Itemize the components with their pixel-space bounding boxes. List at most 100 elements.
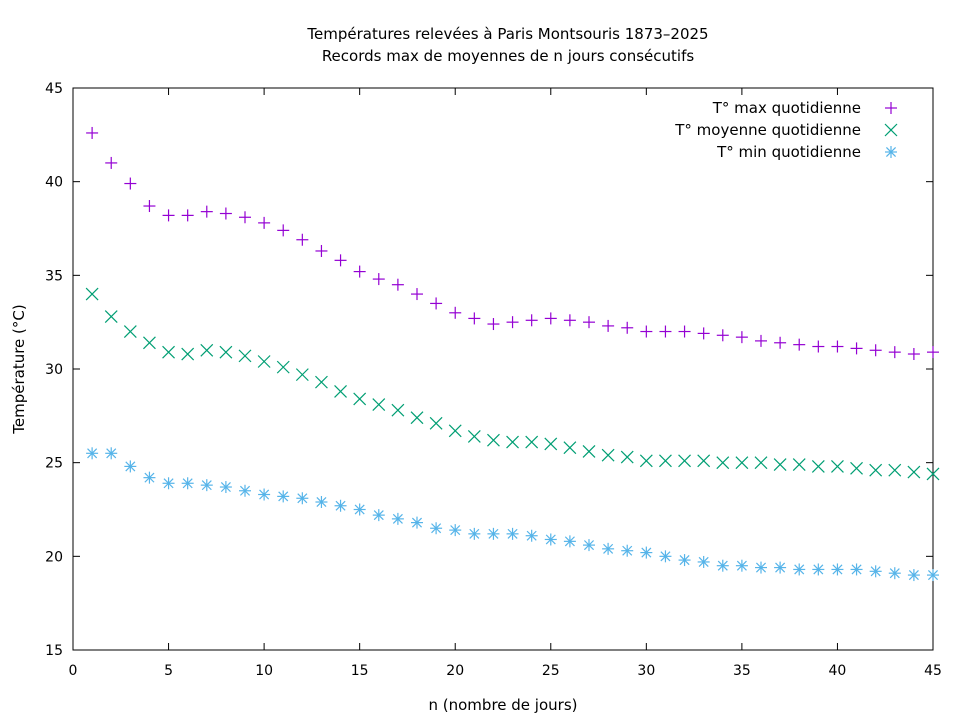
data-point	[239, 211, 251, 224]
data-point	[850, 342, 863, 355]
data-point	[296, 492, 309, 505]
data-points	[85, 126, 940, 582]
data-point	[869, 344, 882, 357]
data-point	[257, 355, 271, 368]
data-point	[487, 433, 500, 447]
data-point	[774, 561, 787, 574]
data-point	[907, 569, 920, 582]
data-point	[735, 559, 748, 572]
data-point	[774, 336, 787, 349]
data-point	[181, 347, 195, 361]
axis-ticks: 0 5 10 15 20 25 30 35 40 45 15 20 25 30 35 40 45	[45, 81, 942, 679]
data-point	[640, 325, 653, 338]
data-point	[162, 477, 175, 490]
data-point	[181, 477, 194, 490]
data-point	[773, 458, 787, 471]
data-point	[697, 454, 711, 468]
data-point	[295, 368, 309, 382]
x-tick-label: 35	[733, 663, 751, 679]
data-point	[831, 459, 844, 473]
data-point	[258, 216, 271, 229]
data-point	[697, 555, 710, 568]
data-point	[105, 447, 118, 460]
data-point	[926, 467, 940, 481]
series-1	[86, 126, 939, 361]
data-point	[831, 563, 844, 576]
data-point	[831, 340, 844, 353]
data-point	[793, 563, 806, 576]
data-point	[104, 310, 118, 323]
data-point	[602, 319, 615, 332]
x-tick-label: 0	[69, 663, 78, 679]
data-point	[391, 403, 405, 417]
data-point	[219, 481, 232, 494]
data-point	[563, 314, 576, 327]
data-point	[391, 278, 404, 291]
y-tick-label: 25	[45, 456, 63, 472]
data-point	[449, 524, 462, 537]
data-point	[582, 445, 596, 458]
data-point	[334, 385, 347, 398]
data-point	[812, 340, 825, 353]
data-point	[697, 327, 710, 340]
y-tick-label: 35	[45, 268, 63, 284]
data-point	[602, 542, 615, 555]
data-point	[353, 392, 367, 406]
x-axis-title: n (nombre de jours)	[429, 696, 578, 714]
x-tick-label: 15	[351, 663, 369, 679]
data-point	[200, 479, 213, 492]
data-point	[487, 318, 500, 331]
data-point	[640, 546, 653, 559]
data-point	[869, 463, 883, 477]
data-point	[563, 535, 576, 548]
data-point	[907, 348, 920, 361]
chart-title: Températures relevées à Paris Montsouris…	[306, 25, 708, 43]
data-point	[544, 533, 557, 546]
data-point	[372, 273, 385, 286]
data-point	[850, 461, 863, 475]
data-point	[869, 565, 882, 578]
data-point	[124, 460, 137, 473]
data-point	[181, 209, 194, 222]
data-point	[143, 200, 156, 213]
data-point	[620, 450, 634, 464]
data-point	[276, 360, 290, 374]
data-point	[678, 325, 691, 338]
data-point	[429, 416, 443, 430]
legend-label: T° moyenne quotidienne	[674, 121, 861, 139]
data-point	[888, 567, 901, 580]
data-point	[105, 156, 118, 169]
data-point	[716, 329, 729, 342]
data-point	[468, 527, 481, 540]
data-point	[927, 569, 939, 582]
x-tick-label: 20	[446, 663, 464, 679]
data-point	[621, 321, 634, 334]
legend-marker	[885, 102, 897, 114]
data-point	[411, 516, 423, 529]
data-point	[659, 550, 672, 563]
series-2	[85, 287, 940, 481]
data-point	[907, 465, 921, 479]
data-point	[525, 314, 538, 327]
y-tick-label: 30	[45, 362, 63, 378]
x-tick-label: 40	[829, 663, 847, 679]
data-point	[735, 331, 748, 344]
data-point	[544, 312, 557, 325]
data-point	[219, 345, 233, 359]
legend: T° max quotidienne T° moyenne quotidienne…	[674, 99, 898, 161]
data-point	[525, 529, 538, 542]
data-point	[525, 435, 539, 449]
data-point	[372, 398, 386, 412]
data-point	[544, 437, 558, 451]
data-point	[888, 463, 902, 477]
data-point	[258, 488, 271, 501]
data-point	[200, 343, 214, 357]
data-point	[659, 325, 672, 338]
data-point	[86, 126, 99, 139]
chart-subtitle: Records max de moyennes de n jours consé…	[322, 47, 695, 65]
legend-marker	[884, 123, 898, 137]
data-point	[850, 563, 863, 576]
data-point	[487, 527, 500, 540]
series-3	[86, 447, 939, 582]
